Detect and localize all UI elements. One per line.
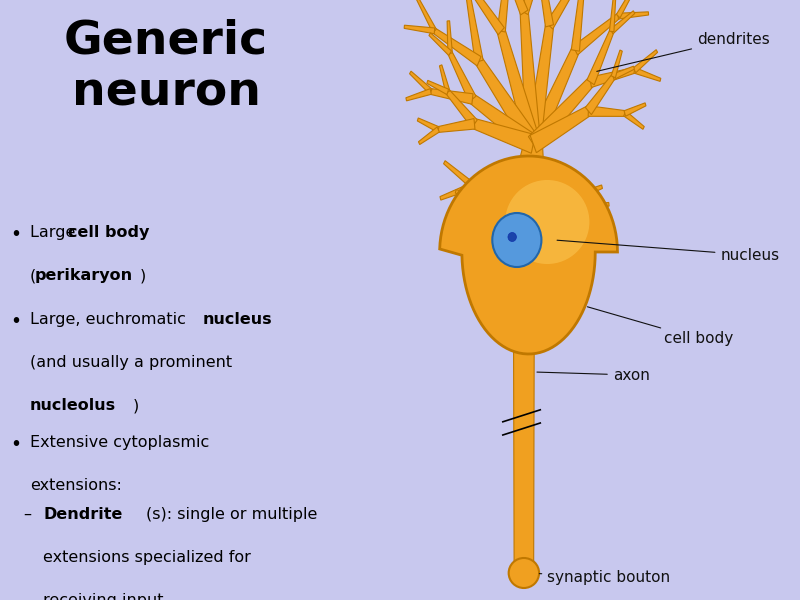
Text: (and usually a prominent: (and usually a prominent	[30, 355, 232, 370]
Text: extensions:: extensions:	[30, 478, 122, 493]
Text: extensions specialized for: extensions specialized for	[43, 550, 251, 565]
Polygon shape	[587, 30, 614, 85]
Polygon shape	[404, 25, 434, 34]
Polygon shape	[430, 89, 473, 104]
Polygon shape	[448, 52, 476, 102]
Text: receiving input: receiving input	[43, 593, 164, 600]
Polygon shape	[439, 65, 450, 93]
Text: (: (	[30, 268, 36, 283]
Polygon shape	[536, 0, 554, 27]
Polygon shape	[526, 25, 554, 146]
Text: nucleus: nucleus	[557, 240, 779, 263]
Text: Generic
neuron: Generic neuron	[64, 18, 268, 115]
Text: dendrites: dendrites	[597, 31, 770, 71]
Polygon shape	[616, 0, 637, 18]
Polygon shape	[488, 187, 530, 214]
Polygon shape	[611, 50, 622, 78]
Polygon shape	[528, 186, 575, 200]
Polygon shape	[573, 14, 619, 55]
Text: ): )	[133, 398, 139, 413]
Polygon shape	[455, 190, 483, 206]
Ellipse shape	[505, 180, 590, 264]
Polygon shape	[447, 21, 452, 53]
Polygon shape	[634, 68, 661, 82]
Text: Extensive cytoplasmic: Extensive cytoplasmic	[30, 435, 209, 450]
Polygon shape	[466, 0, 483, 62]
Polygon shape	[577, 206, 602, 238]
Text: cell body: cell body	[68, 225, 149, 240]
Polygon shape	[578, 202, 609, 212]
Polygon shape	[440, 156, 618, 354]
Polygon shape	[446, 90, 478, 128]
Text: •: •	[10, 312, 21, 331]
Polygon shape	[571, 0, 585, 51]
Text: axon: axon	[537, 367, 650, 383]
Polygon shape	[476, 58, 539, 150]
Polygon shape	[613, 66, 634, 80]
Text: ): )	[139, 268, 146, 283]
Ellipse shape	[508, 232, 516, 241]
Polygon shape	[458, 200, 484, 223]
Polygon shape	[498, 29, 540, 147]
Polygon shape	[464, 204, 490, 214]
Text: synaptic bouton: synaptic bouton	[539, 570, 670, 584]
Polygon shape	[574, 194, 599, 218]
Text: nucleolus: nucleolus	[30, 398, 116, 413]
Polygon shape	[406, 89, 431, 101]
Polygon shape	[526, 48, 579, 149]
Polygon shape	[586, 75, 615, 115]
Polygon shape	[521, 0, 550, 14]
Polygon shape	[574, 185, 602, 200]
Ellipse shape	[492, 213, 542, 267]
Polygon shape	[590, 67, 635, 88]
Polygon shape	[470, 208, 490, 233]
Polygon shape	[418, 127, 439, 145]
Polygon shape	[410, 71, 432, 94]
Polygon shape	[634, 50, 658, 73]
Polygon shape	[494, 0, 528, 15]
Text: Large, euchromatic: Large, euchromatic	[30, 312, 191, 327]
Ellipse shape	[509, 558, 539, 588]
Polygon shape	[624, 103, 646, 116]
Polygon shape	[474, 119, 535, 153]
Polygon shape	[417, 0, 436, 32]
Text: (s): single or multiple: (s): single or multiple	[146, 507, 318, 522]
Polygon shape	[470, 94, 537, 152]
Polygon shape	[530, 106, 590, 153]
Polygon shape	[518, 143, 544, 170]
Text: –: –	[23, 507, 31, 522]
Polygon shape	[520, 12, 541, 145]
Polygon shape	[472, 182, 529, 198]
Polygon shape	[546, 0, 586, 29]
Polygon shape	[527, 186, 579, 212]
Text: nucleus: nucleus	[202, 312, 272, 327]
Polygon shape	[529, 78, 594, 151]
Text: perikaryon: perikaryon	[35, 268, 133, 283]
Polygon shape	[440, 182, 474, 200]
Polygon shape	[624, 111, 644, 130]
Polygon shape	[462, 0, 504, 35]
Polygon shape	[610, 0, 616, 32]
Polygon shape	[429, 33, 451, 56]
Polygon shape	[618, 12, 649, 19]
Polygon shape	[514, 351, 534, 564]
Polygon shape	[438, 119, 475, 133]
Polygon shape	[427, 80, 449, 95]
Text: •: •	[10, 435, 21, 454]
Polygon shape	[418, 118, 439, 132]
Polygon shape	[482, 186, 530, 206]
Text: •: •	[10, 225, 21, 244]
Text: cell body: cell body	[587, 307, 734, 346]
Polygon shape	[434, 28, 481, 66]
Polygon shape	[588, 106, 625, 116]
Text: Dendrite: Dendrite	[43, 507, 122, 522]
Polygon shape	[443, 161, 474, 188]
Polygon shape	[610, 11, 634, 34]
Text: Large: Large	[30, 225, 80, 240]
Polygon shape	[497, 0, 511, 32]
